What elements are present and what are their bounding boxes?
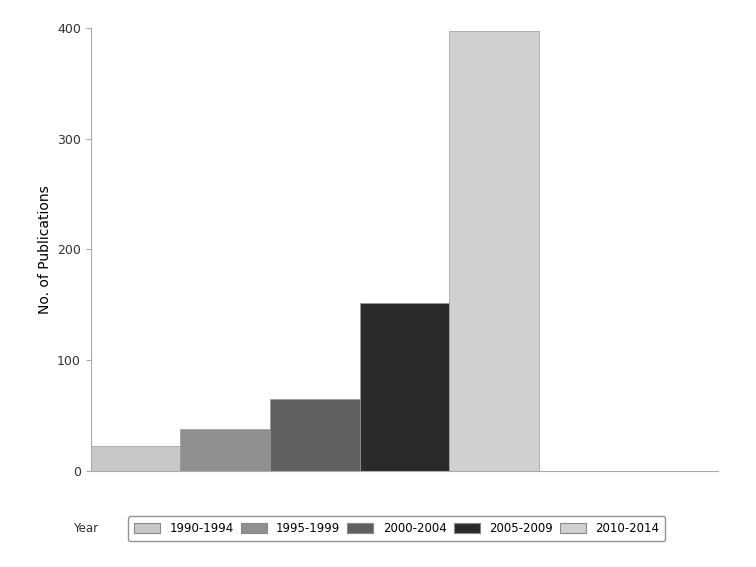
Y-axis label: No. of Publications: No. of Publications xyxy=(38,185,51,314)
Bar xyxy=(181,429,270,471)
Bar xyxy=(91,446,181,471)
Legend: 1990-1994, 1995-1999, 2000-2004, 2005-2009, 2010-2014: 1990-1994, 1995-1999, 2000-2004, 2005-20… xyxy=(128,517,665,541)
Bar xyxy=(360,303,449,471)
Bar xyxy=(449,31,539,471)
Bar xyxy=(270,399,360,471)
Text: Year: Year xyxy=(73,522,98,535)
